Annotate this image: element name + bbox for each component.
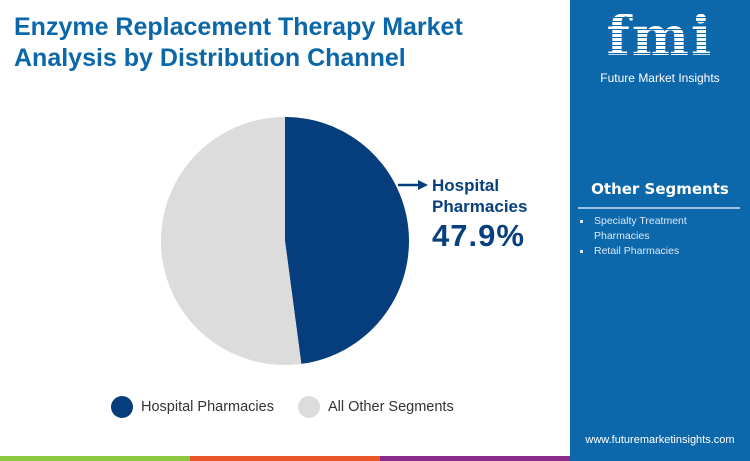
fmi-logo: fmi Future Market Insights: [570, 6, 750, 86]
pie-callout: Hospital Pharmacies 47.9%: [432, 175, 552, 255]
side-panel: fmi Future Market Insights Other Segment…: [570, 0, 750, 461]
segment-item: Specialty Treatment Pharmacies: [578, 214, 744, 244]
pie-slice-hospital-pharmacies: [285, 117, 409, 364]
divider: [578, 207, 740, 209]
chart-legend: Hospital Pharmacies All Other Segments: [111, 396, 478, 418]
callout-label: Hospital Pharmacies: [432, 176, 528, 216]
footer-bar-green: [0, 456, 190, 461]
callout-value: 47.9%: [432, 218, 525, 253]
website-link[interactable]: www.futuremarketinsights.com: [585, 434, 735, 446]
pie-chart: [160, 117, 428, 366]
footer-bar-purple: [380, 456, 570, 461]
legend-item-hospital-pharmacies: Hospital Pharmacies: [111, 396, 274, 418]
legend-item-all-other-segments: All Other Segments: [297, 396, 454, 418]
page-title: Enzyme Replacement Therapy Market Analys…: [14, 13, 463, 72]
pie-slice-all-other-segments: [160, 117, 302, 366]
other-segments-title: Other Segments: [591, 180, 729, 198]
logo-name: Future Market Insights: [600, 71, 720, 85]
segment-item: Retail Pharmacies: [578, 244, 744, 259]
legend-label: All Other Segments: [327, 399, 454, 415]
other-segments-list: Specialty Treatment Pharmacies Retail Ph…: [578, 214, 744, 259]
legend-swatch: [297, 396, 320, 418]
logo-mark: fmi: [570, 6, 750, 66]
legend-swatch: [111, 396, 133, 418]
callout-arrow-icon: [418, 180, 428, 190]
footer-bar-orange: [190, 456, 380, 461]
legend-label: Hospital Pharmacies: [141, 399, 274, 415]
